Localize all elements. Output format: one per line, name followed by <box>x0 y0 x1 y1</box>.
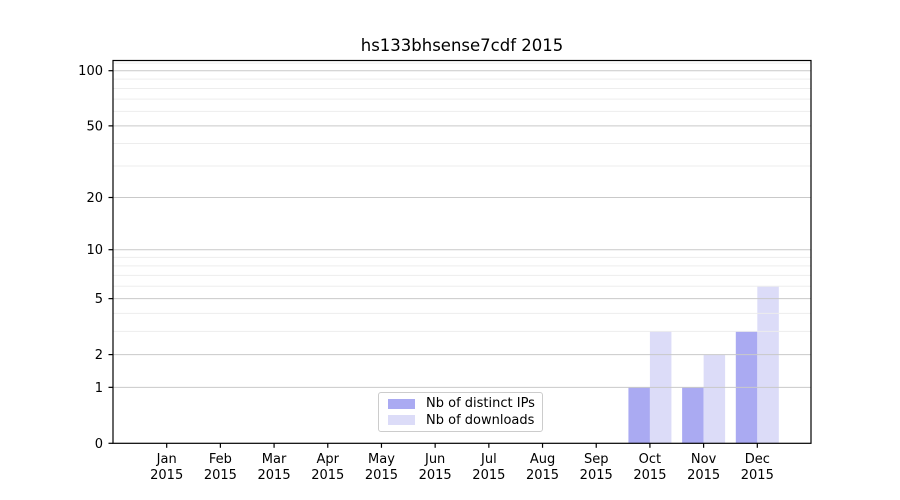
bars-layer <box>628 286 779 444</box>
y-tick-label-100: 100 <box>78 64 103 79</box>
legend-item-downloads: Nb of downloads <box>379 412 542 428</box>
y-tick-label-1: 1 <box>95 381 103 396</box>
x-tick-label-year-sep-2015: 2015 <box>580 468 613 483</box>
x-tick-label-year-may-2015: 2015 <box>365 468 398 483</box>
y-tick-label-20: 20 <box>86 191 103 206</box>
x-tick-label-month-sep-2015: Sep <box>584 452 609 467</box>
plot-border <box>112 59 812 444</box>
y-tick-label-0: 0 <box>95 437 103 452</box>
chart-title: hs133bhsense7cdf 2015 <box>360 36 564 55</box>
x-tick-label-month-jul-2015: Jul <box>480 452 497 467</box>
x-tick-label-year-oct-2015: 2015 <box>633 468 666 483</box>
x-tick-label-year-jul-2015: 2015 <box>472 468 505 483</box>
x-tick-label-year-jun-2015: 2015 <box>419 468 452 483</box>
x-tick-label-month-mar-2015: Mar <box>262 452 287 467</box>
x-tick-label-month-dec-2015: Dec <box>745 452 770 467</box>
x-tick-label-year-apr-2015: 2015 <box>311 468 344 483</box>
legend-swatch-downloads <box>388 415 415 426</box>
major-gridlines <box>113 70 811 388</box>
x-tick-label-month-oct-2015: Oct <box>639 452 661 467</box>
legend-swatch-distinct-ips <box>388 398 415 409</box>
x-tick-label-month-jun-2015: Jun <box>424 452 445 467</box>
x-tick-label-month-may-2015: May <box>368 452 395 467</box>
x-tick-label-month-apr-2015: Apr <box>317 452 340 467</box>
x-tick-label-month-jan-2015: Jan <box>156 452 177 467</box>
axes-layer <box>108 59 812 448</box>
bar-nb-of-downloads-nov-2015 <box>703 354 726 444</box>
legend-label-downloads: Nb of downloads <box>426 412 535 428</box>
y-tick-label-10: 10 <box>86 243 103 258</box>
x-tick-label-month-aug-2015: Aug <box>530 452 555 467</box>
x-tick-label-year-dec-2015: 2015 <box>741 468 774 483</box>
bar-nb-of-downloads-dec-2015 <box>757 286 779 444</box>
x-tick-label-year-mar-2015: 2015 <box>258 468 291 483</box>
y-tick-label-5: 5 <box>95 292 103 307</box>
x-tick-label-month-nov-2015: Nov <box>691 452 717 467</box>
tick-labels-layer: 0125102050100Jan2015Feb2015Mar2015Apr201… <box>78 64 774 483</box>
x-tick-label-year-aug-2015: 2015 <box>526 468 559 483</box>
y-tick-label-50: 50 <box>86 119 103 134</box>
legend-label-distinct-ips: Nb of distinct IPs <box>426 396 535 412</box>
bar-nb-of-distinct-ips-nov-2015 <box>682 387 704 444</box>
y-tick-label-2: 2 <box>95 348 103 363</box>
x-tick-label-year-nov-2015: 2015 <box>687 468 720 483</box>
minor-gridlines <box>113 62 811 332</box>
legend-box: Nb of distinct IPs Nb of downloads <box>378 392 543 432</box>
x-tick-label-month-feb-2015: Feb <box>209 452 232 467</box>
bar-nb-of-distinct-ips-oct-2015 <box>628 387 650 444</box>
x-tick-label-year-feb-2015: 2015 <box>204 468 237 483</box>
legend-item-distinct-ips: Nb of distinct IPs <box>379 396 542 412</box>
x-tick-label-year-jan-2015: 2015 <box>150 468 183 483</box>
